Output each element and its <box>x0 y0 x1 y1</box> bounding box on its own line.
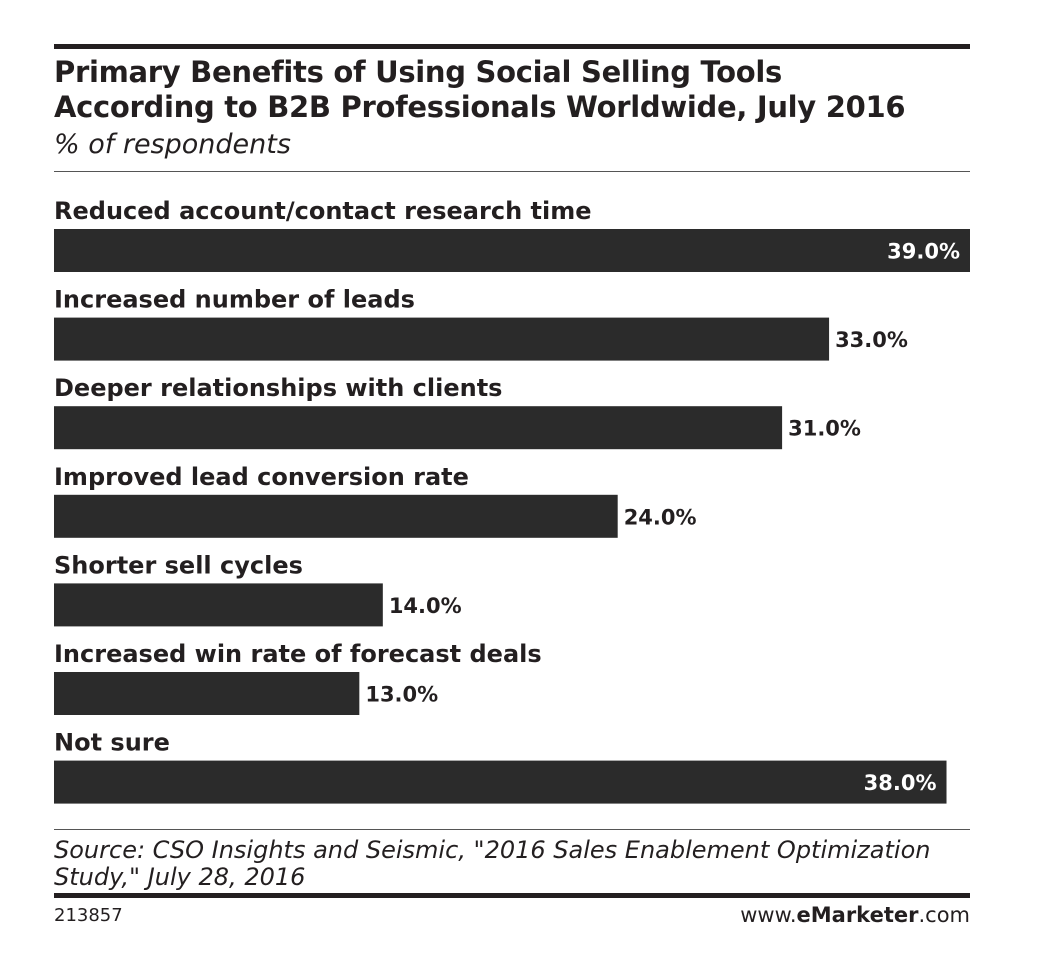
chart-title-line-2: According to B2B Professionals Worldwide… <box>54 90 906 124</box>
source-line-1: Source: CSO Insights and Seismic, "2016 … <box>54 836 931 864</box>
bar <box>54 583 383 627</box>
category-label: Deeper relationships with clients <box>54 374 502 402</box>
category-label: Reduced account/contact research time <box>54 197 592 225</box>
source-line-2: Study," July 28, 2016 <box>54 863 306 891</box>
bar <box>54 672 360 715</box>
bar <box>54 406 783 450</box>
brand-link[interactable]: www.eMarketer.com <box>740 903 970 927</box>
subtitle-divider <box>54 171 970 172</box>
brand-suffix: .com <box>918 903 970 927</box>
chart-subtitle: % of respondents <box>54 129 291 160</box>
bar-chart: Reduced account/contact research time 39.… <box>54 197 970 804</box>
value-label: 38.0% <box>864 771 937 795</box>
value-label: 24.0% <box>624 505 697 529</box>
bar <box>54 317 830 361</box>
brand-name: eMarketer <box>796 903 919 927</box>
category-label: Shorter sell cycles <box>54 551 303 579</box>
bottom-rule <box>54 893 970 898</box>
value-label: 33.0% <box>835 328 908 352</box>
bar <box>54 494 618 538</box>
chart-title-line-1: Primary Benefits of Using Social Selling… <box>54 55 782 89</box>
value-label: 39.0% <box>887 240 960 264</box>
source-divider <box>54 829 970 830</box>
top-rule <box>54 44 970 49</box>
value-label: 13.0% <box>365 683 438 707</box>
category-label: Increased win rate of forecast deals <box>54 640 542 668</box>
value-label: 14.0% <box>389 594 462 618</box>
bar <box>54 760 947 804</box>
value-label: 31.0% <box>788 417 861 441</box>
category-label: Increased number of leads <box>54 286 415 314</box>
chart-id: 213857 <box>54 905 123 926</box>
brand-prefix: www. <box>740 903 797 927</box>
bar <box>54 229 970 272</box>
category-label: Improved lead conversion rate <box>54 463 469 491</box>
category-label: Not sure <box>54 729 170 757</box>
